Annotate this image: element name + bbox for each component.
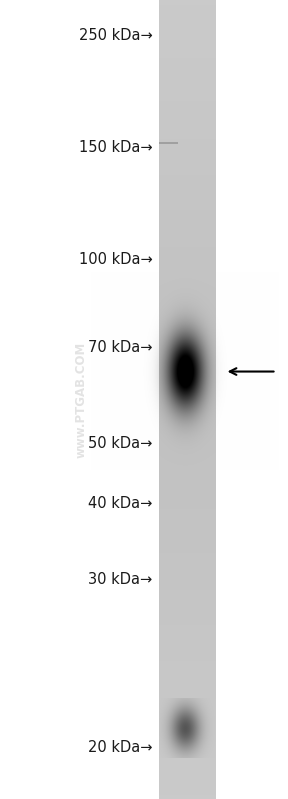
Text: 250 kDa→: 250 kDa→ xyxy=(79,29,153,43)
Text: 150 kDa→: 150 kDa→ xyxy=(79,141,153,155)
Text: 40 kDa→: 40 kDa→ xyxy=(88,496,153,511)
Text: 20 kDa→: 20 kDa→ xyxy=(88,740,153,754)
Text: 30 kDa→: 30 kDa→ xyxy=(88,572,153,586)
Text: 100 kDa→: 100 kDa→ xyxy=(79,252,153,267)
Text: www.PTGAB.COM: www.PTGAB.COM xyxy=(74,341,87,458)
Text: 50 kDa→: 50 kDa→ xyxy=(88,436,153,451)
Text: 70 kDa→: 70 kDa→ xyxy=(88,340,153,355)
